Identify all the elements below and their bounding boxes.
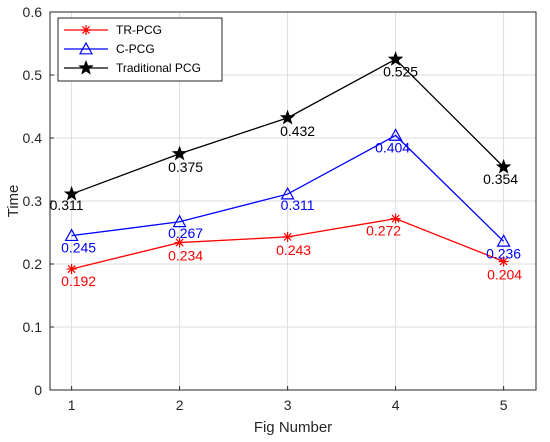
- data-label: 0.432: [280, 123, 315, 139]
- data-point-marker: [387, 51, 404, 66]
- data-point-marker: [63, 185, 80, 201]
- data-label: 0.272: [366, 223, 401, 239]
- y-tick-label: 0: [34, 382, 42, 398]
- data-label: 0.525: [383, 63, 418, 79]
- y-tick-label: 0.6: [23, 4, 43, 20]
- data-label: 0.243: [276, 242, 311, 258]
- data-point-marker: [172, 214, 187, 228]
- legend-label: C-PCG: [116, 42, 155, 56]
- data-label: 0.204: [487, 266, 522, 282]
- x-axis-label: Fig Number: [254, 419, 332, 436]
- x-tick-label: 2: [176, 397, 184, 413]
- data-label: 0.267: [168, 225, 203, 241]
- series-line: [71, 134, 505, 242]
- y-tick-label: 0.5: [23, 67, 43, 83]
- data-label: 0.311: [50, 197, 84, 213]
- data-label: 0.354: [483, 171, 518, 187]
- y-tick-label: 0.2: [23, 256, 43, 272]
- legend-marker: [78, 59, 94, 75]
- y-axis-label: Time: [5, 185, 22, 218]
- series-layer: 0.192 0.234 0.243 0.272 0.204 0.245 0.267 0.311…: [50, 51, 522, 289]
- data-label: 0.245: [61, 240, 96, 256]
- grid: [50, 11, 536, 391]
- data-point-marker: [64, 228, 79, 242]
- data-point-marker: [279, 109, 296, 125]
- tick-labels: 0 0.1 0.2 0.3 0.4 0.5 0.6 1 2 3 4 5: [23, 4, 508, 413]
- data-point-marker: [390, 213, 401, 224]
- data-label: 0.236: [486, 245, 521, 261]
- y-tick-label: 0.3: [23, 193, 43, 209]
- legend-entry: C-PCG: [64, 41, 155, 56]
- data-label: 0.234: [168, 248, 203, 264]
- x-tick-label: 4: [392, 397, 400, 413]
- data-point-marker: [496, 234, 511, 247]
- series-traditional-pcg: 0.311 0.375 0.432 0.525 0.354: [50, 51, 518, 213]
- data-point-marker: [171, 145, 188, 161]
- data-point-marker: [498, 256, 509, 267]
- y-tick-label: 0.4: [23, 130, 43, 146]
- data-point-marker: [388, 128, 403, 141]
- legend: TR-PCG C-PCG Traditional PCG: [57, 17, 223, 82]
- x-tick-label: 1: [68, 397, 76, 413]
- x-tick-label: 3: [284, 397, 292, 413]
- data-point-marker: [280, 186, 295, 200]
- legend-marker: [78, 41, 94, 55]
- data-point-marker: [174, 237, 185, 248]
- data-label: 0.375: [168, 159, 203, 175]
- data-point-marker: [66, 264, 77, 275]
- plot-border: [49, 11, 537, 391]
- data-label: 0.404: [375, 139, 410, 155]
- series-c-pcg: 0.245 0.267 0.311 0.404 0.236: [61, 128, 521, 261]
- legend-label: Traditional PCG: [116, 61, 201, 75]
- y-tick-label: 0.1: [23, 319, 43, 335]
- x-tick-label: 5: [500, 397, 508, 413]
- data-point-marker: [495, 158, 512, 174]
- data-label: 0.311: [281, 197, 315, 213]
- legend-entry: TR-PCG: [64, 23, 162, 37]
- data-point-marker: [282, 231, 293, 242]
- legend-marker: [81, 25, 91, 35]
- series-tr-pcg: 0.192 0.234 0.243 0.272 0.204: [61, 213, 522, 289]
- legend-label: TR-PCG: [116, 23, 162, 37]
- data-label: 0.192: [61, 273, 96, 289]
- legend-entry: Traditional PCG: [64, 59, 201, 75]
